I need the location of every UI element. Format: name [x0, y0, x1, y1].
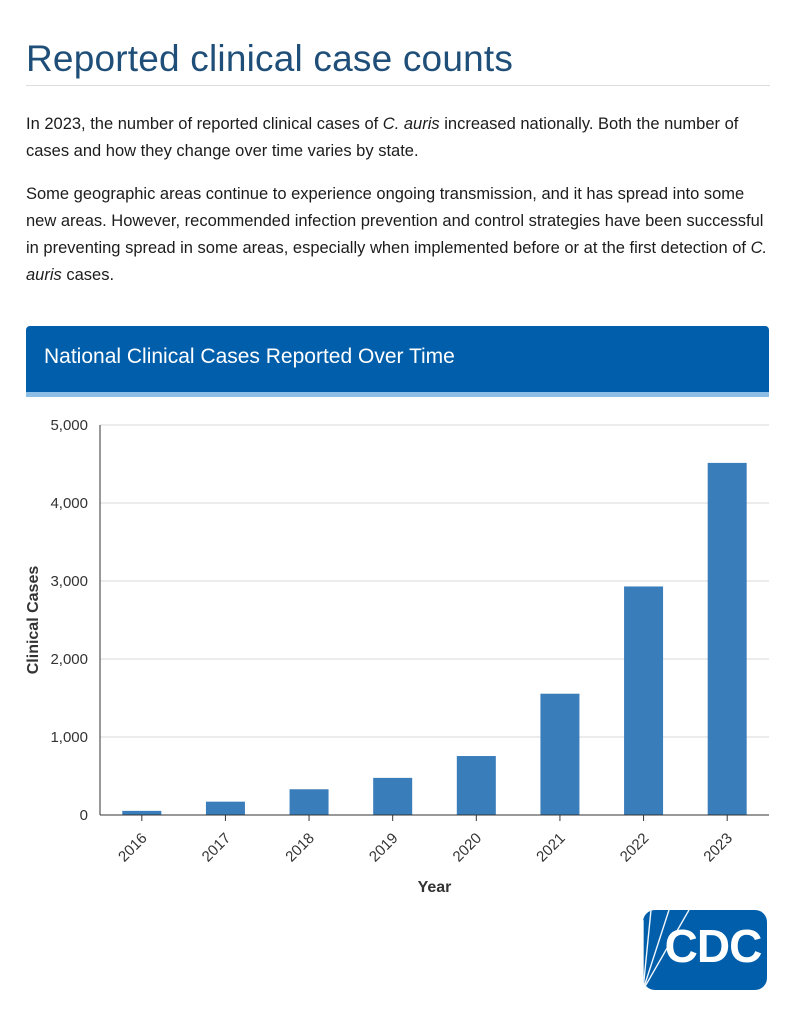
cdc-logo: CDC [643, 910, 767, 990]
y-tick-label: 3,000 [50, 573, 88, 590]
x-tick-label: 2017 [199, 830, 235, 866]
y-tick-label: 1,000 [50, 729, 88, 746]
x-tick-label: 2021 [533, 830, 569, 866]
x-axis-title: Year [418, 879, 452, 896]
chart-title: National Clinical Cases Reported Over Ti… [44, 345, 455, 368]
y-tick-label: 2,000 [50, 651, 88, 668]
bar-2016 [122, 810, 162, 815]
bar-2019 [373, 777, 413, 815]
y-tick-label: 5,000 [50, 417, 88, 434]
bar-chart: 0 1,000 2,000 3,000 4,000 5,000 2016 2017 2018 20… [25, 417, 769, 896]
y-tick-label: 0 [80, 807, 88, 824]
bar-2022 [624, 586, 664, 815]
x-tick-label: 2018 [282, 830, 318, 866]
transmission-paragraph: Some geographic areas continue to experi… [26, 185, 768, 284]
page-title: Reported clinical case counts [26, 38, 514, 79]
bar-2023 [707, 462, 747, 815]
title-divider [26, 85, 770, 86]
y-axis-title: Clinical Cases [25, 566, 42, 675]
chart-header [26, 326, 769, 392]
y-tick-label: 4,000 [50, 495, 88, 512]
x-tick-label: 2016 [115, 830, 151, 866]
x-tick-label: 2019 [366, 830, 402, 866]
bar-2020 [456, 756, 496, 815]
logo-text: CDC [665, 920, 762, 972]
bar-2017 [205, 801, 245, 815]
bar-2021 [540, 693, 580, 815]
chart-header-accent [26, 392, 769, 397]
bar-2018 [289, 789, 329, 815]
logo-background [643, 910, 767, 990]
intro-paragraph: In 2023, the number of reported clinical… [26, 115, 739, 160]
x-tick-label: 2023 [700, 830, 736, 866]
x-tick-label: 2022 [617, 830, 653, 866]
x-tick-label: 2020 [450, 830, 486, 866]
